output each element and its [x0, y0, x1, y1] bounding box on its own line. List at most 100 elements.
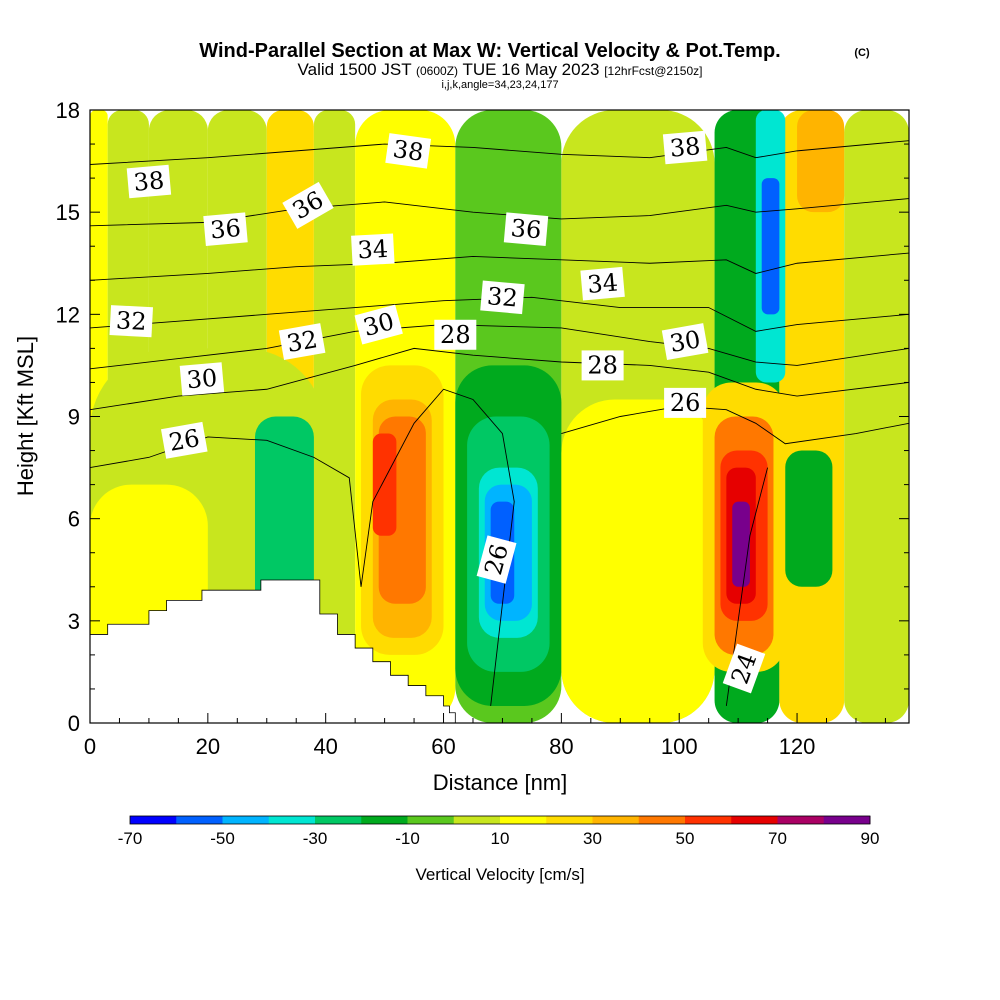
velocity-cell	[785, 450, 833, 587]
contour-label-group: 32	[278, 323, 326, 360]
grid-indices: i,j,k,angle=34,23,24,177	[441, 79, 558, 91]
contour-label-box	[434, 319, 477, 350]
colorbar-swatch	[315, 816, 362, 824]
y-tick-label: 6	[68, 507, 80, 532]
contour-label: 30	[186, 364, 219, 395]
x-tick-label: 80	[549, 734, 573, 759]
colorbar-swatch	[592, 816, 640, 824]
contour-label-group: 28	[581, 350, 624, 381]
colorbar-tick-label: 70	[768, 829, 787, 848]
contour-label: 32	[486, 282, 519, 313]
velocity-cell	[732, 501, 750, 587]
colorbar-tick-label: -30	[303, 829, 328, 848]
contour-label-box	[503, 212, 549, 246]
contour-label-group: 38	[385, 133, 432, 169]
copyright-mark: (C)	[854, 47, 870, 59]
x-tick-label: 100	[661, 734, 698, 759]
colorbar-swatch	[268, 816, 316, 824]
contour-label-group: 36	[503, 212, 549, 246]
colorbar-swatch	[361, 816, 408, 824]
contour-label: 38	[132, 166, 165, 197]
contour-label-box	[664, 387, 707, 418]
terrain-mask	[90, 579, 456, 723]
x-tick-label: 20	[196, 734, 220, 759]
theta-contour-32	[90, 296, 909, 332]
contour-label-group: 30	[354, 304, 403, 345]
theta-contour-26	[90, 388, 515, 707]
colorbar-tick-label: 90	[861, 829, 880, 848]
contour-label-group: 26	[476, 535, 517, 584]
valid-time-line: Valid 1500 JST (0600Z) TUE 16 May 2023 […	[298, 60, 703, 79]
colorbar-swatch	[685, 816, 732, 824]
x-axis: 0 20 40 60 80 100 120	[84, 713, 886, 759]
contour-label-group: 30	[179, 362, 225, 396]
contour-label-group: 38	[126, 164, 172, 199]
y-axis-label: Height [Kft MSL]	[13, 336, 38, 496]
colorbar-frame	[129, 815, 871, 825]
contour-label-box	[203, 212, 248, 246]
contour-label-box	[722, 643, 766, 694]
contour-label-group: 26	[664, 387, 707, 418]
contour-label-box	[282, 181, 334, 229]
x-tick-label: 0	[84, 734, 96, 759]
contour-label: 38	[669, 132, 702, 163]
colorbar-swatch	[500, 816, 547, 824]
colorbar: -70 -50 -30 -10 10 30 50 70 90	[118, 815, 880, 848]
colorbar-swatch	[731, 816, 778, 824]
contour-label-box	[476, 535, 517, 584]
contour-label-group: 28	[434, 319, 477, 350]
contour-label: 28	[587, 351, 618, 379]
contour-label: 32	[115, 306, 147, 336]
theta-contour-30	[90, 324, 909, 370]
colorbar-tick-label: -10	[395, 829, 420, 848]
colorbar-tick-label: -50	[210, 829, 235, 848]
contour-label: 26	[670, 389, 701, 417]
x-axis-label: Distance [nm]	[433, 770, 568, 795]
valid-time-date: TUE 16 May 2023	[462, 60, 599, 79]
velocity-cell	[761, 178, 780, 315]
velocity-cell	[561, 399, 715, 723]
y-tick-label: 18	[56, 98, 80, 123]
contour-label-box	[126, 164, 172, 199]
contour-label-box	[160, 421, 208, 459]
colorbar-swatch	[453, 816, 501, 824]
theta-contour-28	[90, 347, 909, 411]
y-tick-label: 15	[56, 200, 80, 225]
theta-contour-layer	[90, 140, 909, 707]
contour-label-group: 32	[109, 305, 154, 338]
contour-label-group: 34	[580, 266, 625, 301]
contour-label: 32	[285, 325, 320, 358]
x-tick-label: 60	[431, 734, 455, 759]
y-tick-label: 3	[68, 609, 80, 634]
contour-label: 26	[167, 424, 202, 457]
contour-label-box	[661, 323, 709, 360]
contour-label-group: 38	[662, 130, 708, 165]
forecast-info: [12hrFcst@2150z]	[604, 64, 702, 78]
colorbar-swatch	[222, 816, 270, 824]
valid-time-utc: (0600Z)	[416, 64, 458, 78]
contour-label-group: 34	[351, 233, 395, 266]
contour-label-box	[179, 362, 225, 396]
velocity-cell	[797, 110, 845, 213]
contour-label-box	[109, 305, 154, 338]
contour-label-box	[351, 233, 395, 266]
x-tick-label: 40	[313, 734, 337, 759]
contour-label-box	[354, 304, 403, 345]
contour-label-box	[662, 130, 708, 165]
theta-contour-34	[90, 252, 909, 281]
theta-contour-36	[90, 198, 909, 227]
velocity-cell	[372, 433, 397, 536]
colorbar-tick-label: 30	[583, 829, 602, 848]
valid-time-prefix: Valid 1500 JST	[298, 60, 412, 79]
contour-label-group: 26	[160, 421, 208, 459]
colorbar-swatch	[638, 816, 686, 824]
colorbar-title: Vertical Velocity [cm/s]	[415, 865, 584, 884]
contour-label: 28	[440, 321, 471, 349]
contour-label-group: 30	[661, 323, 709, 360]
contour-label: 34	[586, 268, 619, 299]
contour-label-box	[385, 133, 432, 169]
velocity-cell	[844, 110, 909, 723]
